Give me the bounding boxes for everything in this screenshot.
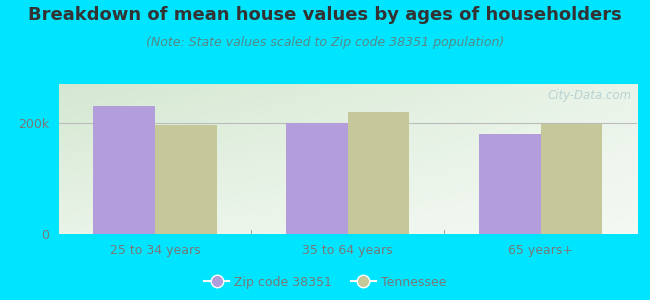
Bar	[541, 124, 603, 234]
Bar	[155, 124, 216, 234]
Bar	[286, 123, 348, 234]
Bar	[348, 112, 410, 234]
Bar	[93, 106, 155, 234]
Text: Breakdown of mean house values by ages of householders: Breakdown of mean house values by ages o…	[28, 6, 622, 24]
Bar	[479, 134, 541, 234]
Legend: Zip code 38351, Tennessee: Zip code 38351, Tennessee	[199, 271, 451, 294]
Text: City-Data.com: City-Data.com	[547, 88, 631, 101]
Text: (Note: State values scaled to Zip code 38351 population): (Note: State values scaled to Zip code 3…	[146, 36, 504, 49]
